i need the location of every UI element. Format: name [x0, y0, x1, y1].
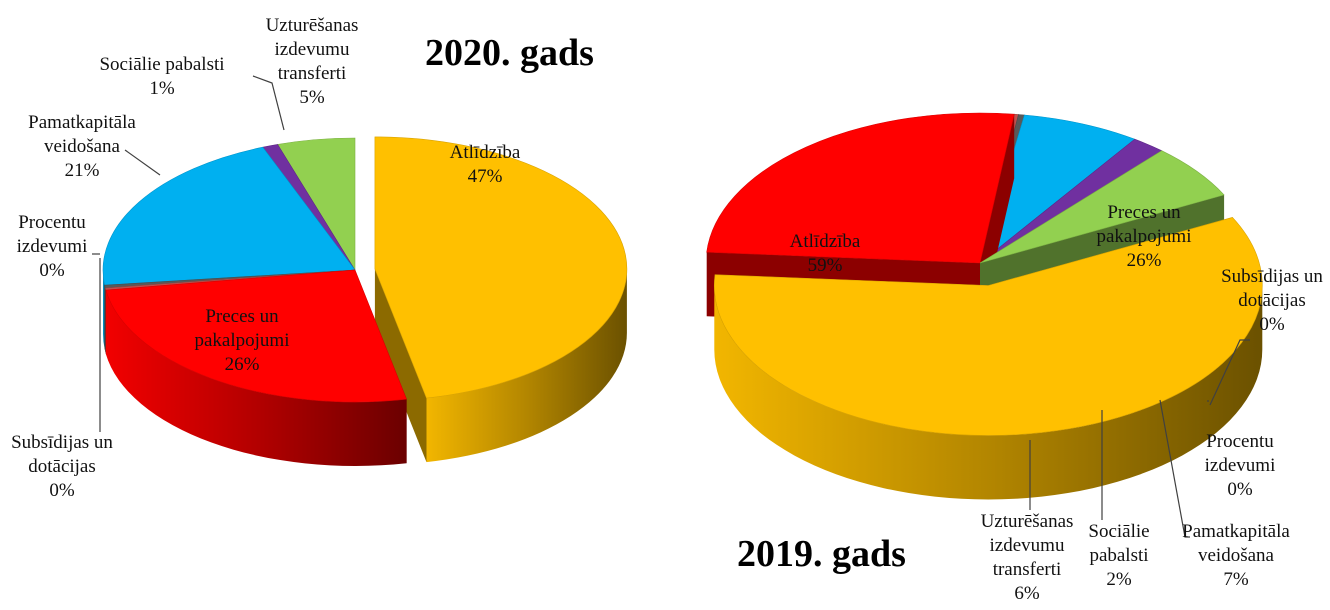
slice-wall-subsidijas-un-dotacijas — [105, 288, 106, 355]
slice-top-atlidziba — [714, 217, 1263, 436]
slice-wall-pamatkapitala-veidosana — [103, 270, 105, 350]
data-label-socialie-pabalsti: Sociālie pabalsti 1% — [99, 54, 224, 99]
slice-top-atlidziba — [374, 136, 628, 399]
leader-line-socialie-pabalsti — [252, 75, 285, 131]
data-label-pamatkapitala-veidosana: Pamatkapitāla veidošana 7% — [1182, 521, 1290, 590]
chart-title-2019: 2019. gads — [737, 533, 906, 575]
slice-wall-preces-un-pakalpojumi — [105, 290, 407, 467]
slice-wall-procentu-izdevumi — [104, 285, 106, 353]
data-label-atlidziba: Atlīdzība 59% — [790, 231, 861, 276]
slice-atlidziba — [374, 136, 628, 463]
slice-preces-un-pakalpojumi — [105, 269, 408, 467]
slice-top-pamatkapitala-veidosana — [979, 114, 1136, 264]
chart-title-2020: 2020. gads — [425, 32, 594, 74]
data-label-preces-un-pakalpojumi: Preces un pakalpojumi 26% — [1097, 202, 1192, 271]
leader-line-pamatkapitala-veidosana — [1159, 399, 1190, 538]
data-label-uzturesanas-izdevumu-transferti: Uzturēšanas izdevumu transferti 6% — [981, 511, 1074, 604]
data-label-preces-un-pakalpojumi: Preces un pakalpojumi 26% — [195, 306, 290, 375]
data-label-pamatkapitala-veidosana: Pamatkapitāla veidošana 21% — [28, 112, 136, 181]
leader-line-subsidijas-un-dotacijas — [1209, 339, 1250, 406]
data-label-procentu-izdevumi: Procentu izdevumi 0% — [1205, 431, 1276, 500]
data-label-socialie-pabalsti: Sociālie pabalsti 2% — [1088, 521, 1149, 590]
slice-top-pamatkapitala-veidosana — [102, 146, 356, 286]
data-label-atlidziba: Atlīdzība 47% — [450, 142, 521, 187]
slice-top-uzturesanas-izdevumu-transferti — [979, 150, 1225, 264]
data-label-subsidijas-un-dotacijas: Subsīdijas un dotācijas 0% — [1221, 266, 1323, 335]
slice-atlidziba — [714, 217, 1263, 500]
pie-2019-gads — [706, 112, 1263, 500]
pie-2020-gads — [102, 136, 628, 467]
data-label-uzturesanas-izdevumu-transferti: Uzturēšanas izdevumu transferti 5% — [266, 15, 359, 108]
slice-cut-atlidziba-1 — [374, 268, 427, 463]
data-label-subsidijas-un-dotacijas: Subsīdijas un dotācijas 0% — [11, 432, 113, 501]
labels-2020-gads: Atlīdzība 47% Preces un pakalpojumi 26% Subsī… — [11, 15, 521, 501]
slice-top-preces-un-pakalpojumi — [105, 269, 408, 403]
slice-top-preces-un-pakalpojumi — [706, 112, 1015, 264]
leader-line-pamatkapitala-veidosana — [124, 149, 161, 176]
slice-wall-atlidziba — [714, 285, 1263, 500]
slice-wall-atlidziba — [426, 268, 627, 463]
labels-2019-gads: Atlīdzība 59% Preces un pakalpojumi 26% Subsī… — [790, 202, 1324, 604]
data-label-procentu-izdevumi: Procentu izdevumi 0% — [17, 212, 88, 281]
